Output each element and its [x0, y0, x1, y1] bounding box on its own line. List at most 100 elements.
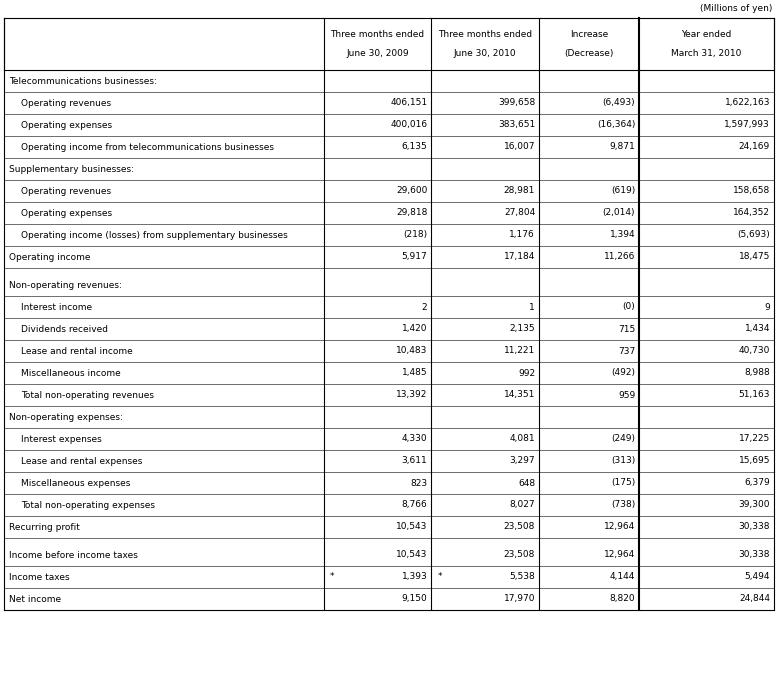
- Text: (218): (218): [403, 231, 427, 240]
- Text: 8,820: 8,820: [610, 595, 636, 604]
- Text: Operating expenses: Operating expenses: [21, 209, 112, 218]
- Text: Non-operating expenses:: Non-operating expenses:: [9, 413, 123, 422]
- Text: 400,016: 400,016: [391, 121, 427, 130]
- Text: 1,394: 1,394: [610, 231, 636, 240]
- Text: 8,988: 8,988: [745, 369, 770, 378]
- Text: 16,007: 16,007: [503, 143, 535, 152]
- Text: 29,600: 29,600: [396, 187, 427, 196]
- Text: *: *: [330, 573, 334, 582]
- Text: 11,266: 11,266: [604, 252, 636, 262]
- Text: 164,352: 164,352: [733, 209, 770, 218]
- Text: 6,379: 6,379: [745, 478, 770, 488]
- Text: Total non-operating revenues: Total non-operating revenues: [21, 391, 154, 400]
- Text: 23,508: 23,508: [504, 551, 535, 559]
- Text: Miscellaneous income: Miscellaneous income: [21, 369, 121, 378]
- Text: (619): (619): [611, 187, 636, 196]
- Text: 3,611: 3,611: [401, 457, 427, 466]
- Text: (175): (175): [611, 478, 636, 488]
- Text: 959: 959: [618, 391, 636, 400]
- Text: 1,393: 1,393: [401, 573, 427, 582]
- Text: 4,330: 4,330: [401, 435, 427, 444]
- Text: 51,163: 51,163: [738, 391, 770, 400]
- Text: *: *: [437, 573, 442, 582]
- Text: 715: 715: [618, 325, 636, 333]
- Text: 13,392: 13,392: [396, 391, 427, 400]
- Text: 15,695: 15,695: [738, 457, 770, 466]
- Text: Lease and rental expenses: Lease and rental expenses: [21, 457, 142, 466]
- Text: 9,871: 9,871: [609, 143, 636, 152]
- Text: 39,300: 39,300: [738, 500, 770, 509]
- Text: 1,176: 1,176: [510, 231, 535, 240]
- Text: 11,221: 11,221: [504, 347, 535, 356]
- Text: Recurring profit: Recurring profit: [9, 522, 80, 531]
- Text: 158,658: 158,658: [733, 187, 770, 196]
- Text: Supplementary businesses:: Supplementary businesses:: [9, 165, 134, 174]
- Text: Operating expenses: Operating expenses: [21, 121, 112, 130]
- Text: 10,543: 10,543: [396, 551, 427, 559]
- Text: Operating revenues: Operating revenues: [21, 99, 111, 107]
- Text: (2,014): (2,014): [603, 209, 636, 218]
- Text: March 31, 2010: March 31, 2010: [671, 49, 741, 58]
- Text: (492): (492): [612, 369, 636, 378]
- Text: (Millions of yen): (Millions of yen): [699, 4, 772, 13]
- Text: 5,917: 5,917: [401, 252, 427, 262]
- Text: Income before income taxes: Income before income taxes: [9, 551, 138, 559]
- Text: (313): (313): [611, 457, 636, 466]
- Text: Operating income (losses) from supplementary businesses: Operating income (losses) from supplemen…: [21, 231, 288, 240]
- Text: Year ended: Year ended: [682, 30, 732, 39]
- Text: 40,730: 40,730: [738, 347, 770, 356]
- Text: 9,150: 9,150: [401, 595, 427, 604]
- Text: 5,538: 5,538: [510, 573, 535, 582]
- Text: 399,658: 399,658: [498, 99, 535, 107]
- Text: 24,169: 24,169: [739, 143, 770, 152]
- Text: 1,485: 1,485: [401, 369, 427, 378]
- Text: 27,804: 27,804: [504, 209, 535, 218]
- Text: 9: 9: [764, 302, 770, 311]
- Text: 4,081: 4,081: [510, 435, 535, 444]
- Text: 30,338: 30,338: [738, 551, 770, 559]
- Text: 8,766: 8,766: [401, 500, 427, 509]
- Text: 1: 1: [529, 302, 535, 311]
- Text: 383,651: 383,651: [498, 121, 535, 130]
- Text: 12,964: 12,964: [604, 551, 636, 559]
- Text: 10,483: 10,483: [396, 347, 427, 356]
- Text: 30,338: 30,338: [738, 522, 770, 531]
- Text: Operating income: Operating income: [9, 252, 90, 262]
- Text: (5,693): (5,693): [738, 231, 770, 240]
- Text: 1,434: 1,434: [745, 325, 770, 333]
- Text: 5,494: 5,494: [745, 573, 770, 582]
- Text: Interest expenses: Interest expenses: [21, 435, 102, 444]
- Text: Three months ended: Three months ended: [331, 30, 425, 39]
- Text: 14,351: 14,351: [504, 391, 535, 400]
- Text: 1,420: 1,420: [402, 325, 427, 333]
- Text: 4,144: 4,144: [610, 573, 636, 582]
- Text: 10,543: 10,543: [396, 522, 427, 531]
- Text: 648: 648: [518, 478, 535, 488]
- Text: 6,135: 6,135: [401, 143, 427, 152]
- Text: 17,184: 17,184: [504, 252, 535, 262]
- Text: 8,027: 8,027: [510, 500, 535, 509]
- Text: Non-operating revenues:: Non-operating revenues:: [9, 280, 122, 289]
- Text: 2: 2: [422, 302, 427, 311]
- Text: Dividends received: Dividends received: [21, 325, 108, 333]
- Text: Operating income from telecommunications businesses: Operating income from telecommunications…: [21, 143, 274, 152]
- Text: 737: 737: [618, 347, 636, 356]
- Text: (738): (738): [611, 500, 636, 509]
- Text: 1,597,993: 1,597,993: [724, 121, 770, 130]
- Text: Total non-operating expenses: Total non-operating expenses: [21, 500, 155, 509]
- Text: Telecommunications businesses:: Telecommunications businesses:: [9, 76, 157, 85]
- Text: 17,970: 17,970: [503, 595, 535, 604]
- Text: 406,151: 406,151: [391, 99, 427, 107]
- Text: 28,981: 28,981: [504, 187, 535, 196]
- Text: 29,818: 29,818: [396, 209, 427, 218]
- Text: (6,493): (6,493): [603, 99, 636, 107]
- Text: 1,622,163: 1,622,163: [724, 99, 770, 107]
- Text: Miscellaneous expenses: Miscellaneous expenses: [21, 478, 131, 488]
- Text: 2,135: 2,135: [510, 325, 535, 333]
- Text: June 30, 2010: June 30, 2010: [454, 49, 517, 58]
- Text: Net income: Net income: [9, 595, 61, 604]
- Text: (0): (0): [622, 302, 636, 311]
- Text: Interest income: Interest income: [21, 302, 92, 311]
- Text: Three months ended: Three months ended: [438, 30, 532, 39]
- Text: 24,844: 24,844: [739, 595, 770, 604]
